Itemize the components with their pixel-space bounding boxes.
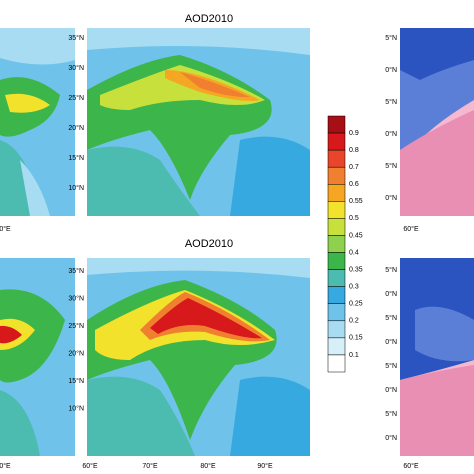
colorbar-box: [327, 132, 346, 151]
lat-label: 20°N: [68, 349, 84, 357]
colorbar-box: [327, 149, 346, 168]
panel-title: AOD2010: [185, 13, 233, 25]
colorbar-box: [327, 235, 346, 253]
lat-label: 10°N: [68, 184, 84, 192]
lon-label: 70°E: [142, 462, 158, 470]
colorbar-box: [327, 303, 346, 322]
labels: 0°E AOD2010 35°N 30°N 25°N 20°N 15°N 10°N 5°N 0°N…: [0, 13, 419, 470]
lat-label: 25°N: [68, 322, 84, 330]
lat-label: 5°N: [385, 410, 397, 418]
colorbar-label: 0.4: [349, 249, 359, 256]
lat-label: 15°N: [68, 154, 84, 162]
colorbar-box: [327, 286, 346, 304]
lat-label: 10°N: [68, 404, 84, 412]
lon-label: 90°E: [257, 462, 273, 470]
lat-label: 5°N: [385, 34, 397, 42]
colorbar-label: 0.3: [349, 284, 359, 291]
colorbar-label: 0.8: [349, 147, 359, 154]
colorbar-box: [327, 354, 346, 373]
colorbar-label: 0.55: [349, 198, 363, 205]
colorbar-label: 0.1: [349, 352, 359, 359]
lat-label: 0°N: [385, 386, 397, 394]
panel-title: AOD2010: [185, 238, 233, 250]
colorbar-label: 0.25: [349, 301, 363, 308]
lat-label: 35°N: [68, 34, 84, 42]
colorbar-box: [327, 320, 346, 339]
lat-label: 0°N: [385, 434, 397, 442]
map-top-left: [0, 28, 75, 216]
lon-label: 0°E: [0, 225, 11, 233]
colorbar-label: 0.35: [349, 266, 363, 273]
lat-label: 0°N: [385, 290, 397, 298]
lat-label: 0°N: [385, 66, 397, 74]
lon-label: 0°E: [0, 462, 11, 470]
lat-label: 25°N: [68, 94, 84, 102]
lon-label: 60°E: [403, 225, 419, 233]
lat-label: 30°N: [68, 294, 84, 302]
lon-label: 60°E: [82, 462, 98, 470]
colorbar: [327, 115, 346, 373]
lon-label: 60°E: [403, 462, 419, 470]
colorbar-box: [327, 218, 346, 236]
colorbar-box: [327, 252, 346, 270]
lat-label: 15°N: [68, 377, 84, 385]
lat-label: 0°N: [385, 194, 397, 202]
colorbar-box: [327, 184, 346, 202]
lat-label: 30°N: [68, 64, 84, 72]
colorbar-label: 0.45: [349, 232, 363, 239]
colorbar-box: [327, 269, 346, 287]
lat-label: 35°N: [68, 267, 84, 275]
colorbar-box: [327, 166, 346, 185]
map-top-center: [87, 28, 310, 216]
map-bottom-center: [87, 258, 310, 456]
colorbar-box: [327, 115, 346, 134]
colorbar-box: [327, 201, 346, 219]
colorbar-label: 0.7: [349, 164, 359, 171]
lat-label: 0°N: [385, 130, 397, 138]
colorbar-label: 0.15: [349, 335, 363, 342]
map-top-right: [400, 28, 474, 216]
lat-label: 5°N: [385, 314, 397, 322]
lat-label: 5°N: [385, 266, 397, 274]
colorbar-box: [327, 337, 346, 356]
lat-label: 5°N: [385, 162, 397, 170]
colorbar-label: 0.6: [349, 181, 359, 188]
lat-label: 20°N: [68, 124, 84, 132]
map-bottom-left: [0, 258, 75, 456]
lat-label: 5°N: [385, 98, 397, 106]
lat-label: 0°N: [385, 338, 397, 346]
colorbar-label: 0.5: [349, 215, 359, 222]
colorbar-label: 0.9: [349, 130, 359, 137]
map-bottom-right: [400, 258, 474, 456]
colorbar-label: 0.2: [349, 318, 359, 325]
lon-label: 80°E: [200, 462, 216, 470]
lat-label: 5°N: [385, 362, 397, 370]
